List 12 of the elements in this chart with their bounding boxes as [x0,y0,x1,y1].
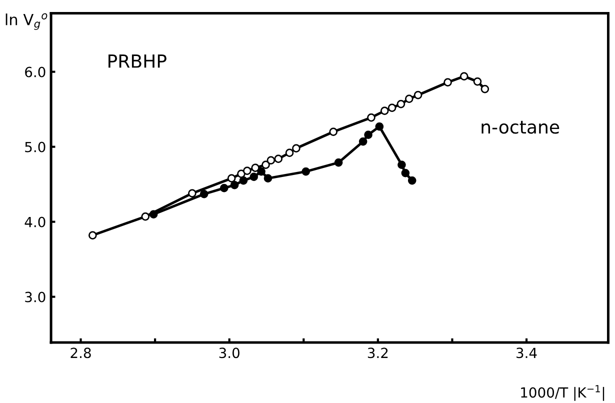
y-tick-label: 3.0 [25,292,46,302]
annotation: n-octane [482,120,560,134]
x-tick-label: 3.2 [368,348,388,358]
x-tick-label: 2.8 [70,348,91,358]
y-tick-label: 4.0 [24,216,46,228]
x-tick-label: 3.0 [219,348,240,358]
annotation: PRBHP [108,54,166,68]
x-tick-label: 3.4 [516,348,537,358]
y-tick-label: 5.0 [25,142,46,152]
y-axis-title: ln V$_{g}$$^{o}$ [6,13,48,30]
y-tick-label: 6.0 [25,66,46,78]
x-axis-title: 1000/T |K$^{−1}$| [521,385,604,401]
